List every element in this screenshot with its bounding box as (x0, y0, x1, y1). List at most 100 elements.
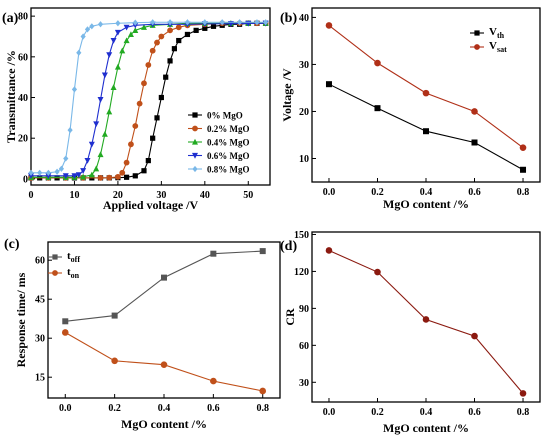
legend-marker (192, 138, 198, 145)
data-point (236, 19, 243, 26)
plot-frame (47, 241, 281, 399)
x-tick-label: 0.8 (517, 187, 530, 198)
data-point (471, 139, 478, 146)
data-point (111, 357, 118, 365)
data-point (97, 151, 104, 158)
chart-panel-3: 0.0 0.2 0.4 0.6 0.8 15 30 45 60 MgO content /% Res… (4, 237, 281, 431)
legend-marker (192, 165, 198, 173)
legend-label: 0.8% MgO (207, 165, 250, 175)
data-point (89, 23, 95, 30)
legend-marker (192, 112, 198, 118)
panel-label: (a) (2, 11, 19, 26)
y-tick-label: 30 (299, 60, 309, 71)
data-point (145, 157, 151, 164)
data-point (97, 96, 104, 103)
data-point (123, 24, 130, 31)
legend-label: Vth (489, 26, 505, 40)
data-point (519, 390, 527, 397)
data-point (101, 72, 108, 79)
series-line (65, 250, 263, 322)
legend-label-sub: off (71, 255, 81, 264)
data-point (140, 24, 147, 30)
chart-panel-2: 0.0 0.2 0.4 0.6 0.8 10 20 30 40 MgO content /% Vol… (280, 7, 541, 211)
x-tick-label: 0.4 (420, 407, 433, 418)
data-point (97, 174, 104, 181)
data-point (106, 52, 113, 58)
x-tick-label: 0.2 (371, 407, 384, 418)
y-tick-label: 10 (299, 154, 309, 165)
y-tick-label: 30 (35, 334, 45, 345)
data-point (54, 168, 60, 175)
legend-label: 0% MgO (207, 111, 243, 121)
data-point (184, 19, 191, 26)
legend-label-sub: th (497, 31, 505, 40)
data-point (374, 59, 381, 67)
data-point (202, 19, 208, 26)
data-point (128, 141, 134, 148)
data-point (115, 20, 121, 27)
data-point (423, 128, 429, 135)
legend-label: Vsat (489, 40, 507, 54)
series-5 (28, 19, 269, 176)
data-point (141, 80, 147, 87)
data-point (154, 115, 160, 121)
legend-marker (474, 44, 480, 50)
data-point (175, 24, 182, 31)
y-tick-label: 150 (294, 230, 309, 241)
legend-label-main: t (67, 266, 71, 278)
data-point (114, 63, 121, 70)
data-point (325, 22, 333, 29)
data-point (93, 165, 100, 172)
data-point (161, 274, 167, 281)
y-tick-label: 30 (299, 378, 309, 389)
y-tick-label: 60 (18, 52, 28, 63)
legend-marker (192, 125, 198, 132)
legend-marker (474, 30, 480, 36)
legend-label: 0.4% MgO (207, 138, 250, 148)
x-tick-label: 0.4 (420, 187, 433, 198)
data-point (45, 169, 51, 176)
data-point (136, 100, 143, 107)
data-point (110, 37, 117, 44)
data-point (132, 19, 138, 26)
y-tick-label: 15 (35, 373, 45, 384)
series-2 (61, 329, 267, 395)
data-point (80, 173, 87, 180)
data-point (184, 31, 191, 38)
x-tick-label: 0.6 (207, 403, 220, 414)
data-point (471, 108, 478, 115)
legend: 0% MgO 0.2% MgO 0.4% MgO 0.6% MgO 0.8% MgO (188, 111, 250, 175)
data-point (106, 174, 113, 181)
data-point (259, 387, 267, 395)
series-2 (325, 22, 527, 151)
y-tick-label: 40 (18, 93, 28, 104)
x-tick-label: 0.2 (371, 187, 384, 198)
x-tick-label: 0.2 (108, 403, 121, 414)
data-point (93, 121, 100, 128)
data-point (58, 165, 65, 172)
y-tick-label: 40 (299, 13, 309, 24)
y-tick-label: 80 (18, 12, 28, 23)
legend-label-sub: on (71, 271, 80, 280)
legend-label-main: V (489, 26, 497, 38)
data-point (193, 27, 199, 33)
y-tick-label: 90 (299, 304, 309, 315)
x-tick-label: 20 (113, 190, 123, 201)
data-point (374, 105, 381, 112)
data-point (149, 47, 156, 54)
data-point (520, 166, 527, 173)
legend-label: 0.2% MgO (207, 124, 250, 134)
x-tick-label: 0 (29, 190, 34, 201)
data-point (123, 159, 130, 166)
data-point (84, 26, 91, 33)
data-point (171, 46, 177, 52)
data-point (422, 316, 430, 323)
data-point (176, 37, 182, 44)
chart-panel-4: 0.0 0.2 0.4 0.6 0.8 30 60 90 120 150 MgO content /… (280, 230, 541, 435)
data-point (160, 361, 168, 369)
data-point (119, 169, 126, 176)
y-axis-label: Transmittance /% (4, 50, 18, 143)
data-point (37, 169, 43, 176)
